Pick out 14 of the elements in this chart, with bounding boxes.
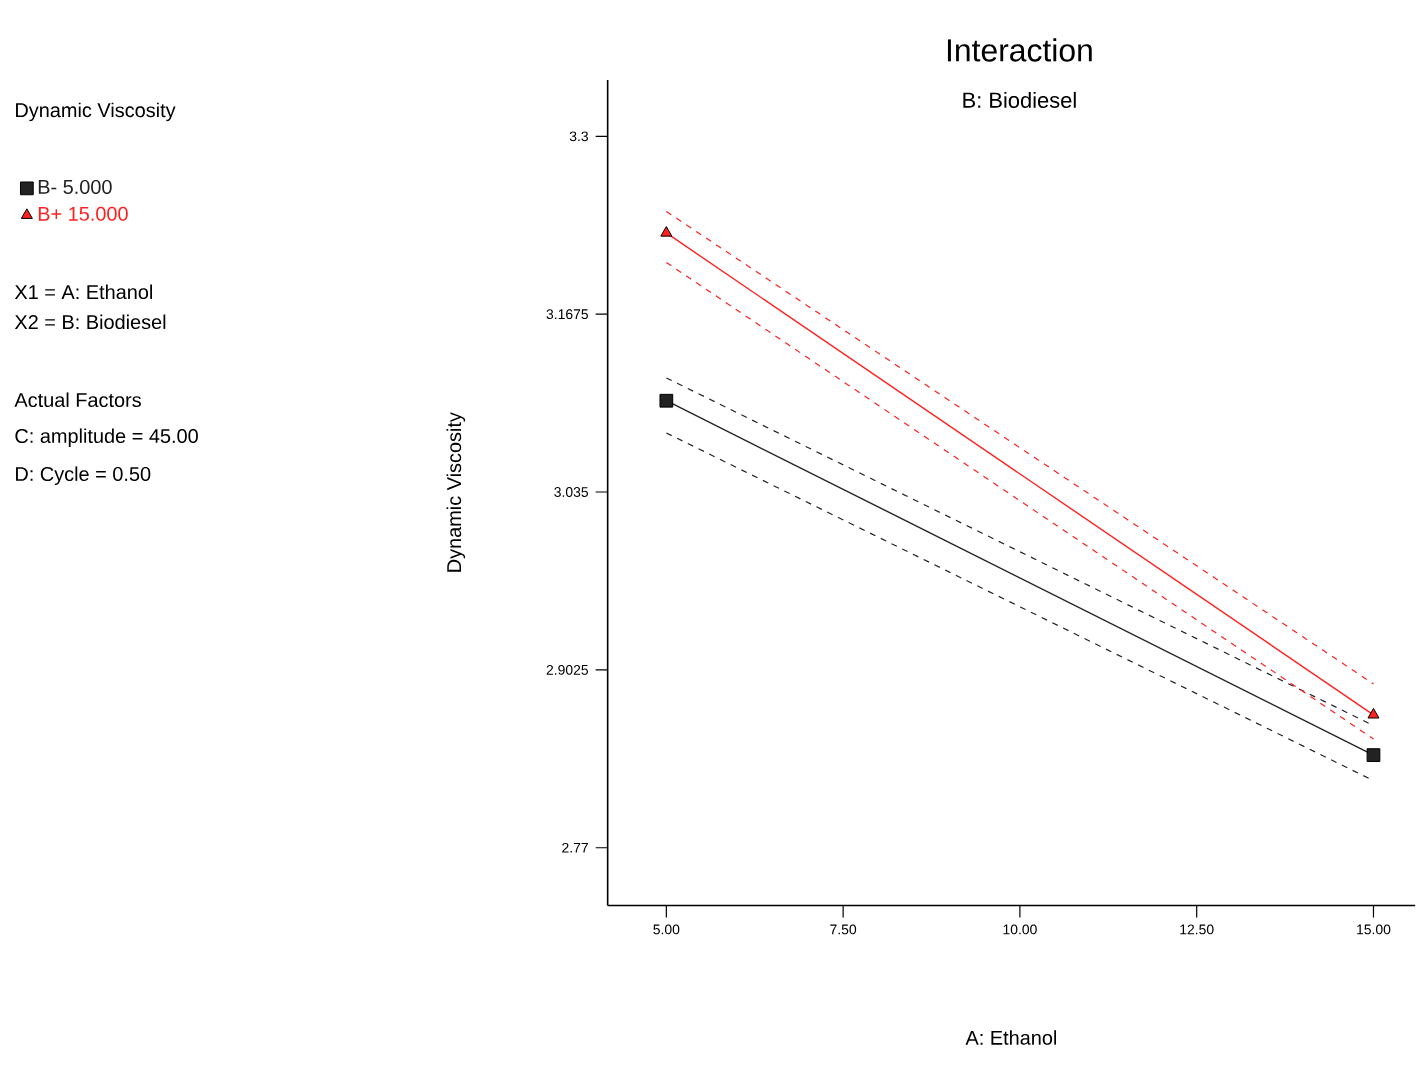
chart-title: Interaction	[947, 38, 1092, 62]
text: X1 = A: Ethanol	[14, 284, 152, 300]
text: Dynamic Viscosity	[16, 102, 176, 122]
text: D: Cycle = 0.50	[16, 466, 151, 486]
legend-label: B+ 15.000	[38, 207, 128, 222]
legend-label: B- 5.000	[38, 180, 112, 195]
chart-subtitle: B: Biodiesel	[963, 92, 1076, 109]
x-axis-title: A: Ethanol	[965, 1030, 1057, 1046]
y-axis-title: Dynamic Viscosity	[446, 412, 466, 572]
point	[659, 394, 674, 408]
text: X2 = B: Biodiesel	[14, 314, 166, 330]
point	[1366, 748, 1381, 763]
text: C: amplitude = 45.00	[15, 428, 198, 448]
text: Actual Factors	[14, 392, 141, 408]
